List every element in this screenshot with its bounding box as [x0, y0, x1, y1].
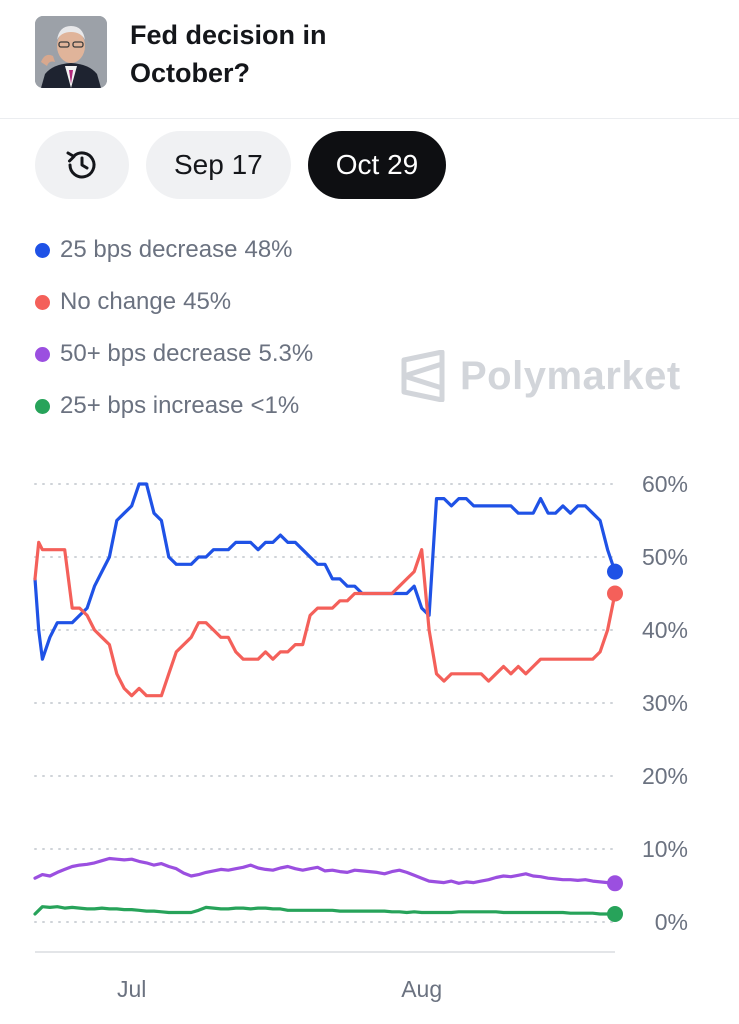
y-tick-label: 10% [642, 836, 688, 862]
legend-value: 48% [244, 236, 293, 263]
portrait-image [35, 16, 107, 88]
y-tick-label: 60% [642, 471, 688, 497]
tab-sep-17[interactable]: Sep 17 [146, 131, 291, 199]
watermark-text: Polymarket [460, 353, 681, 398]
legend-item: 25+ bps increase <1% [35, 380, 313, 432]
legend-label: 50+ bps decrease [60, 340, 252, 367]
polymarket-watermark: Polymarket [400, 350, 681, 402]
legend-value: 5.3% [258, 340, 314, 367]
chart-legend: 25 bps decrease 48% No change 45% 50+ bps de… [35, 224, 313, 432]
y-tick-label: 30% [642, 690, 688, 716]
series-line [33, 905, 617, 916]
series-end-marker [607, 585, 623, 602]
series-end-marker [607, 563, 623, 580]
history-button[interactable] [35, 131, 129, 199]
y-tick-label: 40% [642, 617, 688, 643]
legend-value: <1% [250, 392, 300, 419]
series-end-marker [607, 905, 623, 922]
tab-oct-29[interactable]: Oct 29 [307, 131, 447, 199]
series-line [33, 856, 617, 885]
y-tick-label: 0% [655, 909, 688, 935]
legend-dot [35, 242, 50, 258]
series-end-marker [607, 875, 623, 892]
legend-label: No change [60, 288, 177, 315]
legend-dot [35, 294, 50, 310]
series-line [33, 540, 617, 698]
y-tick-label: 20% [642, 763, 688, 789]
legend-dot [35, 398, 50, 414]
polymarket-logo-icon [401, 350, 445, 402]
legend-label: 25+ bps increase [60, 392, 244, 419]
legend-item: 50+ bps decrease 5.3% [35, 328, 313, 380]
x-tick-label: Jul [117, 976, 146, 1002]
avatar [35, 16, 107, 88]
legend-item: 25 bps decrease 48% [35, 224, 313, 276]
legend-value: 45% [183, 288, 232, 315]
header: Fed decision in October? [0, 0, 739, 119]
legend-label: 25 bps decrease [60, 236, 238, 263]
page-title: Fed decision in October? [130, 20, 327, 88]
x-tick-label: Aug [401, 976, 442, 1002]
series-line [33, 482, 617, 661]
legend-item: No change 45% [35, 276, 313, 328]
y-tick-label: 50% [642, 544, 688, 570]
date-tabs: Sep 17 Oct 29 [35, 131, 447, 199]
history-icon [66, 151, 96, 179]
probability-chart[interactable]: 60% 50% 40% 30% 20% 10% 0% Jul Aug [0, 440, 739, 1024]
legend-dot [35, 346, 50, 362]
